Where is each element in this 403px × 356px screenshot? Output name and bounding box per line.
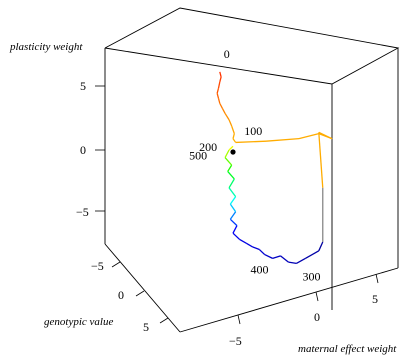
trajectory-segment bbox=[232, 138, 237, 143]
trajectory-segment bbox=[216, 88, 220, 94]
y-tick-label-0: 0 bbox=[118, 288, 124, 302]
trajectory-segment bbox=[228, 119, 233, 127]
trajectory-segment bbox=[224, 149, 230, 158]
x-tick-5 bbox=[375, 273, 379, 284]
trajectory-segment bbox=[228, 145, 234, 151]
trajectory-segment bbox=[229, 218, 238, 227]
trajectory-segment bbox=[231, 125, 235, 134]
annotation-label: 0 bbox=[224, 47, 230, 61]
y-axis: genotypic value −5 0 5 bbox=[44, 259, 169, 334]
trajectory-segment bbox=[245, 242, 254, 248]
trajectory-segment bbox=[217, 81, 221, 89]
z-tick-label-5: 5 bbox=[80, 79, 86, 93]
z-tick-label-neg5: −5 bbox=[76, 205, 89, 219]
z-axis-label: plasticity weight bbox=[9, 41, 83, 53]
z-tick-label-0: 0 bbox=[80, 143, 86, 157]
annotation-label: 300 bbox=[303, 269, 321, 283]
box-edge-bottom-left bbox=[104, 243, 181, 333]
trajectory-segment bbox=[224, 157, 233, 166]
trajectory-segment bbox=[296, 257, 306, 264]
trajectory-series bbox=[216, 71, 333, 265]
trajectory-segment bbox=[228, 187, 237, 198]
trajectory-segment bbox=[272, 255, 281, 259]
trajectory-segment bbox=[219, 71, 222, 78]
trajectory-segment bbox=[219, 103, 224, 109]
trajectory-segment bbox=[232, 225, 238, 234]
trajectory-segment bbox=[224, 113, 230, 121]
y-axis-label: genotypic value bbox=[44, 316, 113, 328]
point-annotations: 0 100 200 300 400 500 bbox=[189, 47, 320, 283]
trajectory-segment bbox=[232, 133, 235, 139]
trajectory-segment bbox=[280, 255, 289, 263]
trajectory-segment bbox=[305, 250, 320, 259]
annotation-label: 400 bbox=[251, 262, 269, 276]
y-tick-5 bbox=[159, 317, 169, 324]
y-tick-label-5: 5 bbox=[143, 320, 149, 334]
trajectory-segment bbox=[217, 98, 221, 104]
trajectory-segment bbox=[219, 76, 222, 83]
box-edge-back-top bbox=[104, 7, 400, 85]
trajectory-segment bbox=[318, 131, 333, 140]
x-tick-label-neg5: −5 bbox=[229, 334, 242, 348]
y-tick-0 bbox=[135, 290, 145, 297]
annotation-label: 100 bbox=[244, 124, 262, 138]
x-tick-label-0: 0 bbox=[314, 310, 320, 324]
trajectory-segment bbox=[318, 132, 324, 188]
x-axis-label: maternal effect weight bbox=[298, 343, 397, 355]
x-tick-neg5 bbox=[237, 314, 241, 325]
y-tick-label-neg5: −5 bbox=[91, 259, 104, 273]
box-frame bbox=[104, 7, 400, 333]
box-edge-bottom-front bbox=[179, 267, 399, 333]
trajectory-segment bbox=[235, 140, 267, 144]
x-tick-0 bbox=[315, 291, 319, 302]
trajectory-segment bbox=[227, 164, 233, 172]
trajectory-segment bbox=[265, 138, 300, 142]
trajectory-segment bbox=[298, 132, 319, 140]
trajectory-segment bbox=[227, 170, 235, 180]
x-axis: maternal effect weight −5 0 5 bbox=[229, 273, 397, 355]
trajectory-segment bbox=[228, 178, 235, 189]
trajectory-segment bbox=[221, 108, 226, 114]
annotation-label: 500 bbox=[189, 149, 207, 163]
trajectory-segment bbox=[216, 93, 220, 99]
trajectory-segment bbox=[229, 203, 237, 213]
trajectory-segment bbox=[288, 261, 297, 265]
trajectory-segment bbox=[232, 232, 241, 240]
trajectory-segment bbox=[258, 249, 266, 256]
trajectory-segment bbox=[229, 211, 237, 220]
trajectory-segment bbox=[318, 241, 324, 252]
marker-point bbox=[230, 149, 236, 155]
y-tick-neg5 bbox=[111, 261, 121, 268]
x-tick-label-5: 5 bbox=[372, 292, 378, 306]
annotation-label: 200 bbox=[199, 140, 217, 154]
trajectory-segment bbox=[239, 238, 247, 244]
trajectory-segment bbox=[264, 253, 273, 259]
trajectory-segment bbox=[252, 246, 260, 251]
trajectory-segment bbox=[229, 196, 237, 205]
z-axis: plasticity weight 5 0 −5 bbox=[9, 41, 105, 219]
